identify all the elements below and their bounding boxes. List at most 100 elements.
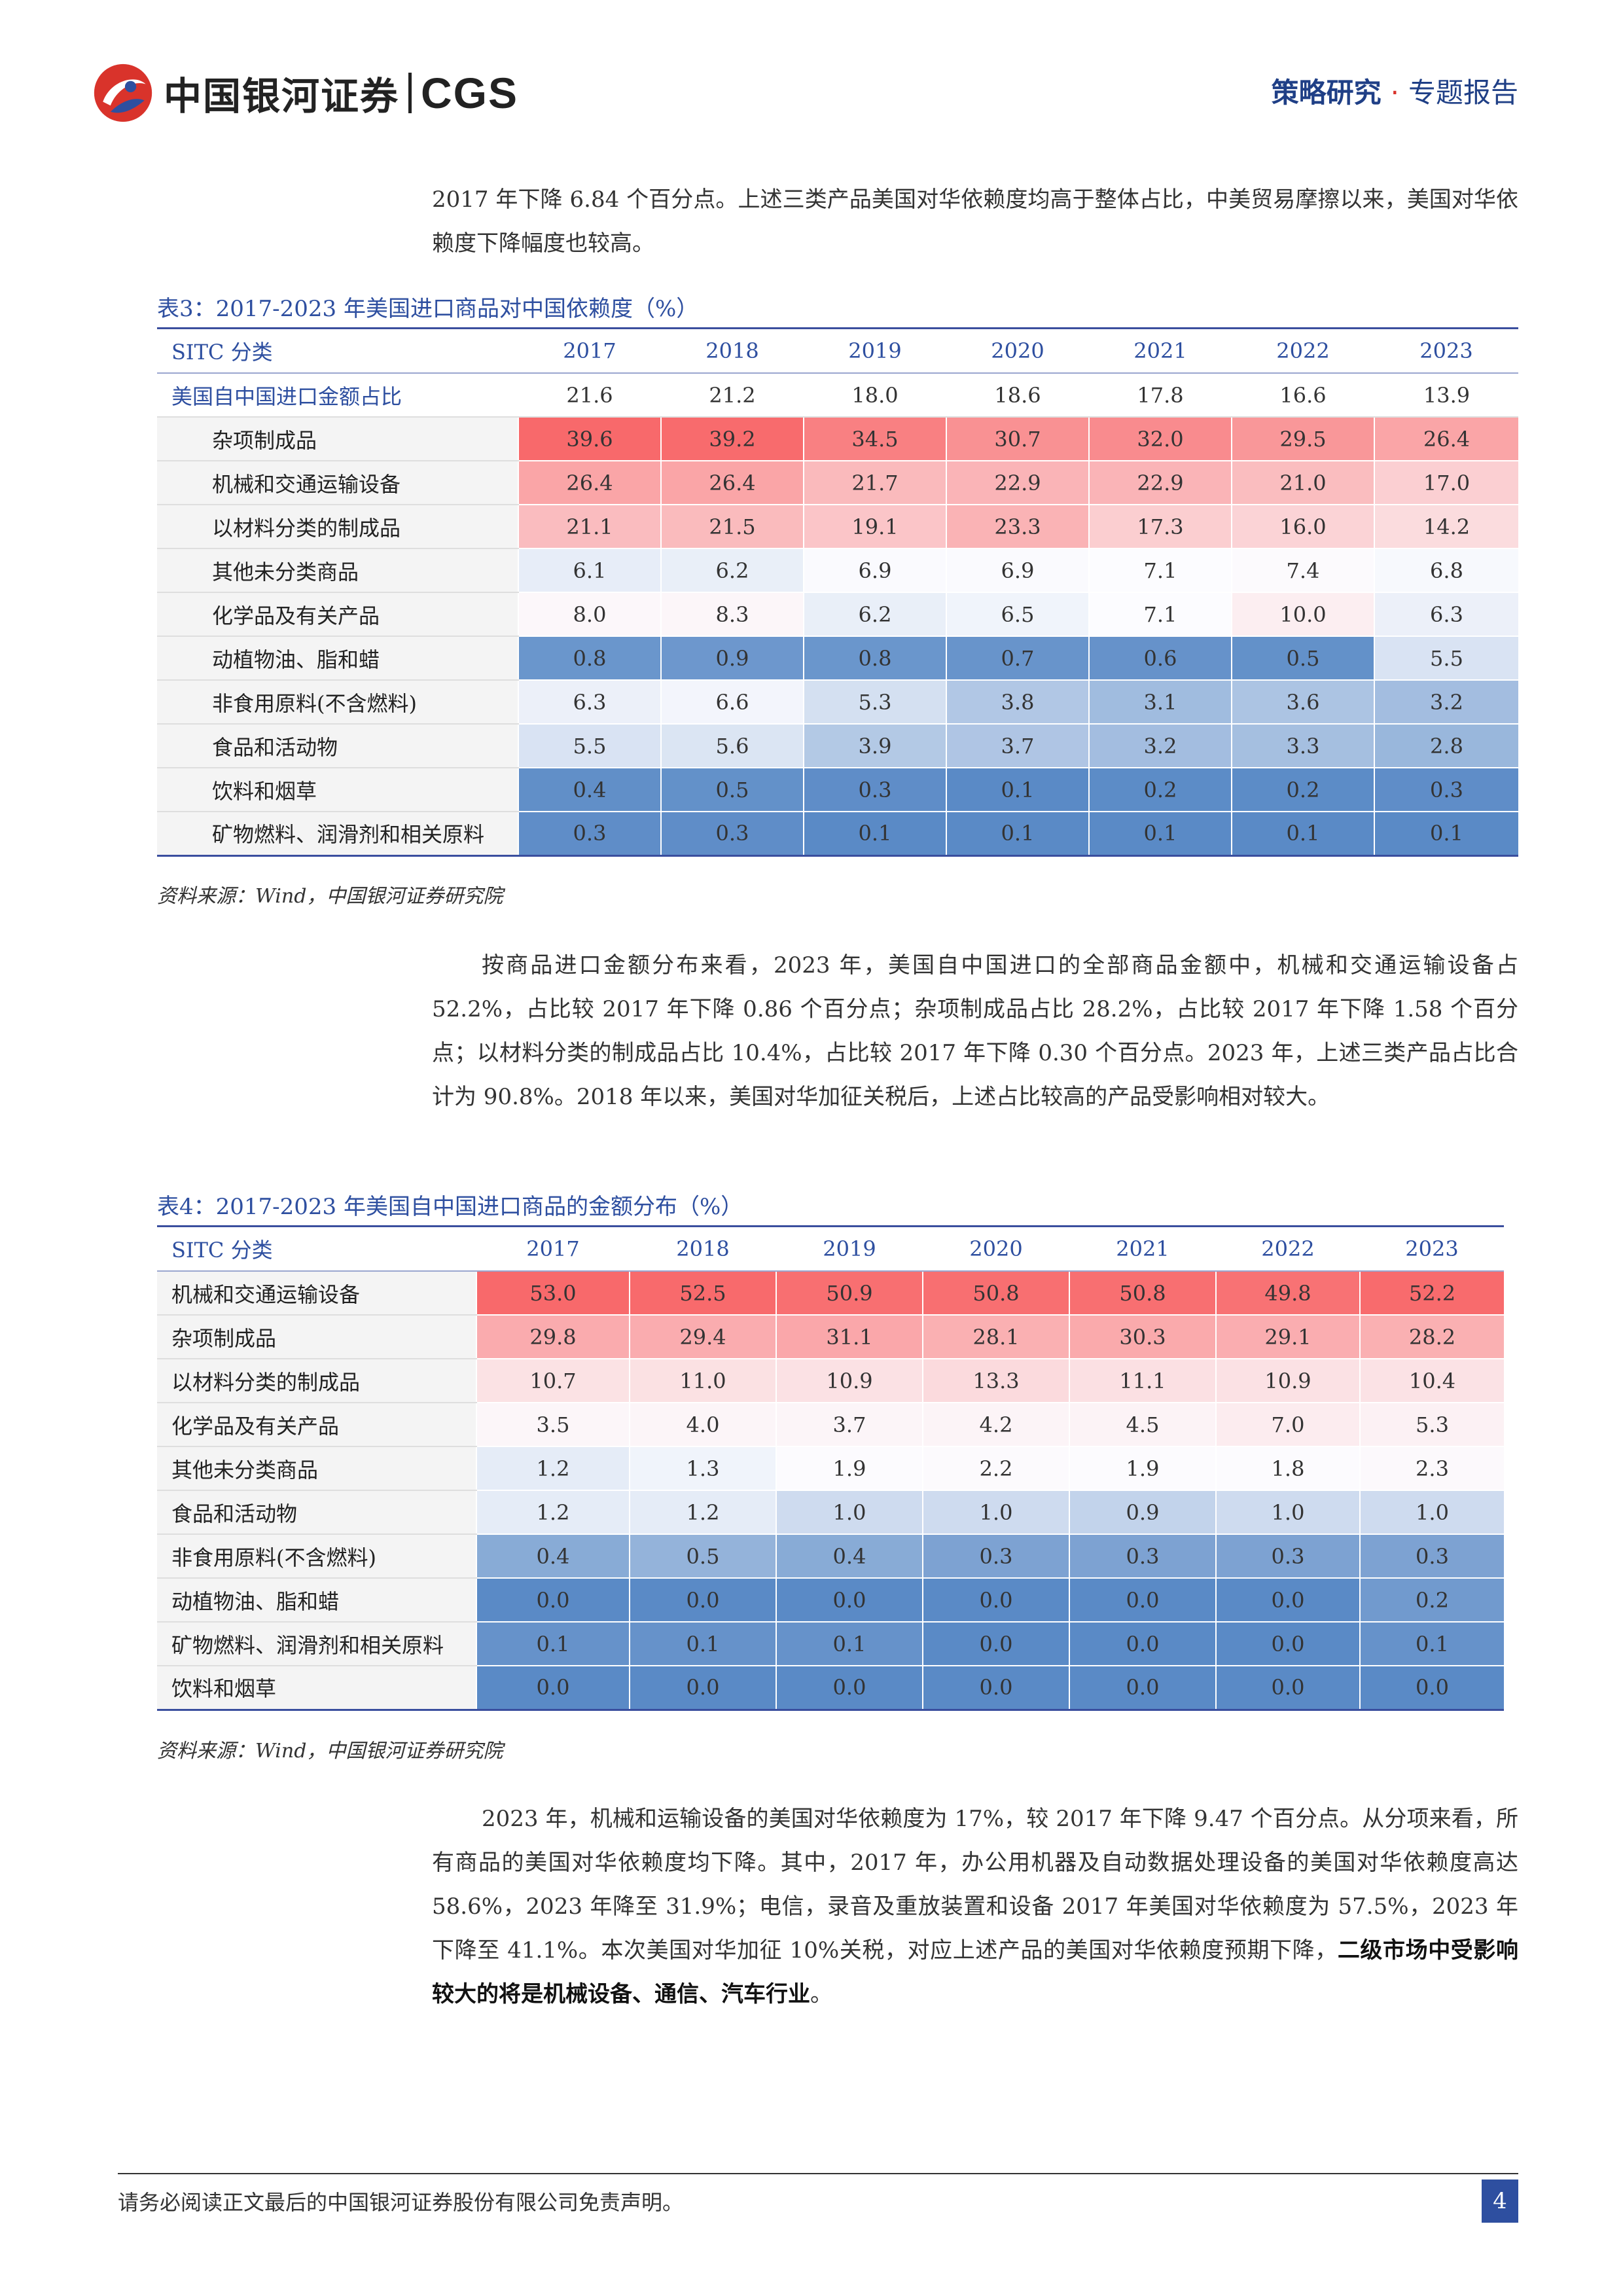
table3-cell: 2.8 [1374, 724, 1518, 768]
table4-cell: 10.9 [776, 1359, 923, 1403]
table4-row-label: 化学品及有关产品 [157, 1403, 476, 1447]
table3-header-year: 2020 [946, 329, 1089, 374]
table3-header-year: 2019 [804, 329, 946, 374]
paragraph-import-distribution: 按商品进口金额分布来看，2023 年，美国自中国进口的全部商品金额中，机械和交通… [432, 952, 1518, 1110]
table3-row: 以材料分类的制成品 21.1 21.5 19.1 23.3 17.3 16.0 14.2 [157, 505, 1518, 549]
footer-rule [118, 2173, 1518, 2174]
table4-row: 矿物燃料、润滑剂和相关原料 0.1 0.1 0.1 0.0 0.0 0.0 0.1 [157, 1622, 1504, 1666]
table3-row: 非食用原料(不含燃料) 6.3 6.6 5.3 3.8 3.1 3.6 3.2 [157, 680, 1518, 725]
table3-row: 美国自中国进口金额占比 21.6 21.2 18.0 18.6 17.8 16.6 13.9 [157, 373, 1518, 418]
table3-cell: 39.6 [518, 417, 661, 461]
brand-logo: 中国银河证券 CGS [92, 60, 518, 126]
table3-cell: 0.1 [1231, 812, 1374, 857]
table4-cell: 2.2 [922, 1446, 1069, 1491]
logo-chinese-name: 中国银河证券 [164, 74, 400, 118]
galaxy-logo-icon [94, 63, 152, 122]
table3-cell: 8.3 [660, 592, 804, 637]
table3-cell: 0.3 [660, 812, 804, 857]
table3-cell: 16.0 [1231, 505, 1374, 549]
table4-row: 其他未分类商品 1.2 1.3 1.9 2.2 1.9 1.8 2.3 [157, 1446, 1504, 1491]
table4-header-year: 2017 [476, 1227, 630, 1272]
table3-cell: 0.8 [518, 636, 661, 681]
table4-top-rule [157, 1225, 1504, 1227]
table4-cell: 0.2 [1359, 1578, 1504, 1623]
table4-cell: 2.3 [1359, 1446, 1504, 1491]
table4-row: 饮料和烟草 0.0 0.0 0.0 0.0 0.0 0.0 0.0 [157, 1666, 1504, 1711]
table4-cell: 0.1 [629, 1622, 776, 1666]
table4-header-year: 2023 [1360, 1227, 1504, 1272]
table4-cell: 50.9 [776, 1271, 923, 1316]
table4-cell: 1.0 [776, 1490, 923, 1535]
table3-cell: 6.9 [803, 548, 946, 593]
table3-cell: 22.9 [1088, 461, 1232, 505]
table4-header-year: 2021 [1069, 1227, 1216, 1272]
table3-row-label: 以材料分类的制成品 [157, 505, 518, 549]
table3-cell: 3.9 [803, 724, 946, 768]
table3-title: 表3：2017-2023 年美国进口商品对中国依赖度（%） [157, 296, 699, 322]
table3-cell: 7.1 [1088, 548, 1232, 593]
table4-cell: 0.0 [1215, 1578, 1360, 1623]
table4-cell: 0.0 [922, 1622, 1069, 1666]
table3-cell: 6.8 [1374, 548, 1518, 593]
table4-row-label: 动植物油、脂和蜡 [157, 1578, 476, 1623]
paragraph-machinery-dependency: 2023 年，机械和运输设备的美国对华依赖度为 17%，较 2017 年下降 9… [432, 1797, 1518, 2017]
table4-cell: 0.0 [1215, 1666, 1360, 1711]
table4-cell: 49.8 [1215, 1271, 1360, 1316]
table4-cell: 11.1 [1069, 1359, 1216, 1403]
table3-row: 动植物油、脂和蜡 0.8 0.9 0.8 0.7 0.6 0.5 5.5 [157, 636, 1518, 681]
table3-row-label: 化学品及有关产品 [157, 592, 518, 637]
logo-divider [408, 73, 412, 113]
table3-cell: 5.3 [803, 680, 946, 725]
table3: SITC 分类 2017 2018 2019 2020 2021 2022 2023 美国自中国… [157, 329, 1518, 857]
table3-cell: 0.1 [1374, 812, 1518, 857]
table3-top-rule [157, 327, 1518, 329]
table3-row: 机械和交通运输设备 26.4 26.4 21.7 22.9 22.9 21.0 17.0 [157, 461, 1518, 505]
table3-cell: 21.0 [1231, 461, 1374, 505]
table4-cell: 1.2 [476, 1446, 630, 1491]
table4-row: 非食用原料(不含燃料) 0.4 0.5 0.4 0.3 0.3 0.3 0.3 [157, 1534, 1504, 1579]
table3-row: 食品和活动物 5.5 5.6 3.9 3.7 3.2 3.3 2.8 [157, 724, 1518, 768]
paragraph-tail: 。 [810, 1981, 832, 2007]
table4-row-label: 机械和交通运输设备 [157, 1271, 476, 1316]
table3-cell: 0.8 [803, 636, 946, 681]
table3-cell: 23.3 [946, 505, 1089, 549]
table4-cell: 0.3 [922, 1534, 1069, 1579]
table3-row-label: 动植物油、脂和蜡 [157, 636, 518, 681]
table4-row: 动植物油、脂和蜡 0.0 0.0 0.0 0.0 0.0 0.0 0.2 [157, 1578, 1504, 1623]
table4-cell: 11.0 [629, 1359, 776, 1403]
table4-cell: 5.3 [1359, 1403, 1504, 1447]
table4-cell: 31.1 [776, 1315, 923, 1359]
table3-cell: 16.6 [1231, 373, 1374, 418]
table4-title: 表4：2017-2023 年美国自中国进口商品的金额分布（%） [157, 1194, 743, 1220]
table4-cell: 0.0 [1069, 1622, 1216, 1666]
table3-cell: 10.0 [1231, 592, 1374, 637]
table4-cell: 4.0 [629, 1403, 776, 1447]
table3-header-year: 2022 [1232, 329, 1374, 374]
table3-row: 化学品及有关产品 8.0 8.3 6.2 6.5 7.1 10.0 6.3 [157, 592, 1518, 637]
table3-cell: 0.1 [946, 812, 1089, 857]
table4-cell: 0.0 [1069, 1666, 1216, 1711]
report-type-label: 专题报告 [1408, 77, 1518, 109]
table4-row: 食品和活动物 1.2 1.2 1.0 1.0 0.9 1.0 1.0 [157, 1490, 1504, 1535]
table4-cell: 0.0 [476, 1578, 630, 1623]
table4-cell: 52.5 [629, 1271, 776, 1316]
table4-cell: 28.1 [922, 1315, 1069, 1359]
table4-cell: 0.3 [1215, 1534, 1360, 1579]
table4-cell: 1.2 [629, 1490, 776, 1535]
table3-cell: 6.5 [946, 592, 1089, 637]
table3-row-label: 非食用原料(不含燃料) [157, 680, 518, 725]
table3-row-label: 食品和活动物 [157, 724, 518, 768]
table3-cell: 39.2 [660, 417, 804, 461]
table3-cell: 8.0 [518, 592, 661, 637]
table4-row: 机械和交通运输设备 53.0 52.5 50.9 50.8 50.8 49.8 52.2 [157, 1271, 1504, 1316]
table4-cell: 29.4 [629, 1315, 776, 1359]
table3-cell: 3.7 [946, 724, 1089, 768]
table4-row-label: 杂项制成品 [157, 1315, 476, 1359]
table4-cell: 1.0 [1215, 1490, 1360, 1535]
table3-cell: 13.9 [1374, 373, 1518, 418]
table3-cell: 17.8 [1088, 373, 1232, 418]
table4-cell: 0.0 [922, 1666, 1069, 1711]
table3-cell: 3.2 [1374, 680, 1518, 725]
table3-row: 其他未分类商品 6.1 6.2 6.9 6.9 7.1 7.4 6.8 [157, 548, 1518, 593]
table3-cell: 6.1 [518, 548, 661, 593]
